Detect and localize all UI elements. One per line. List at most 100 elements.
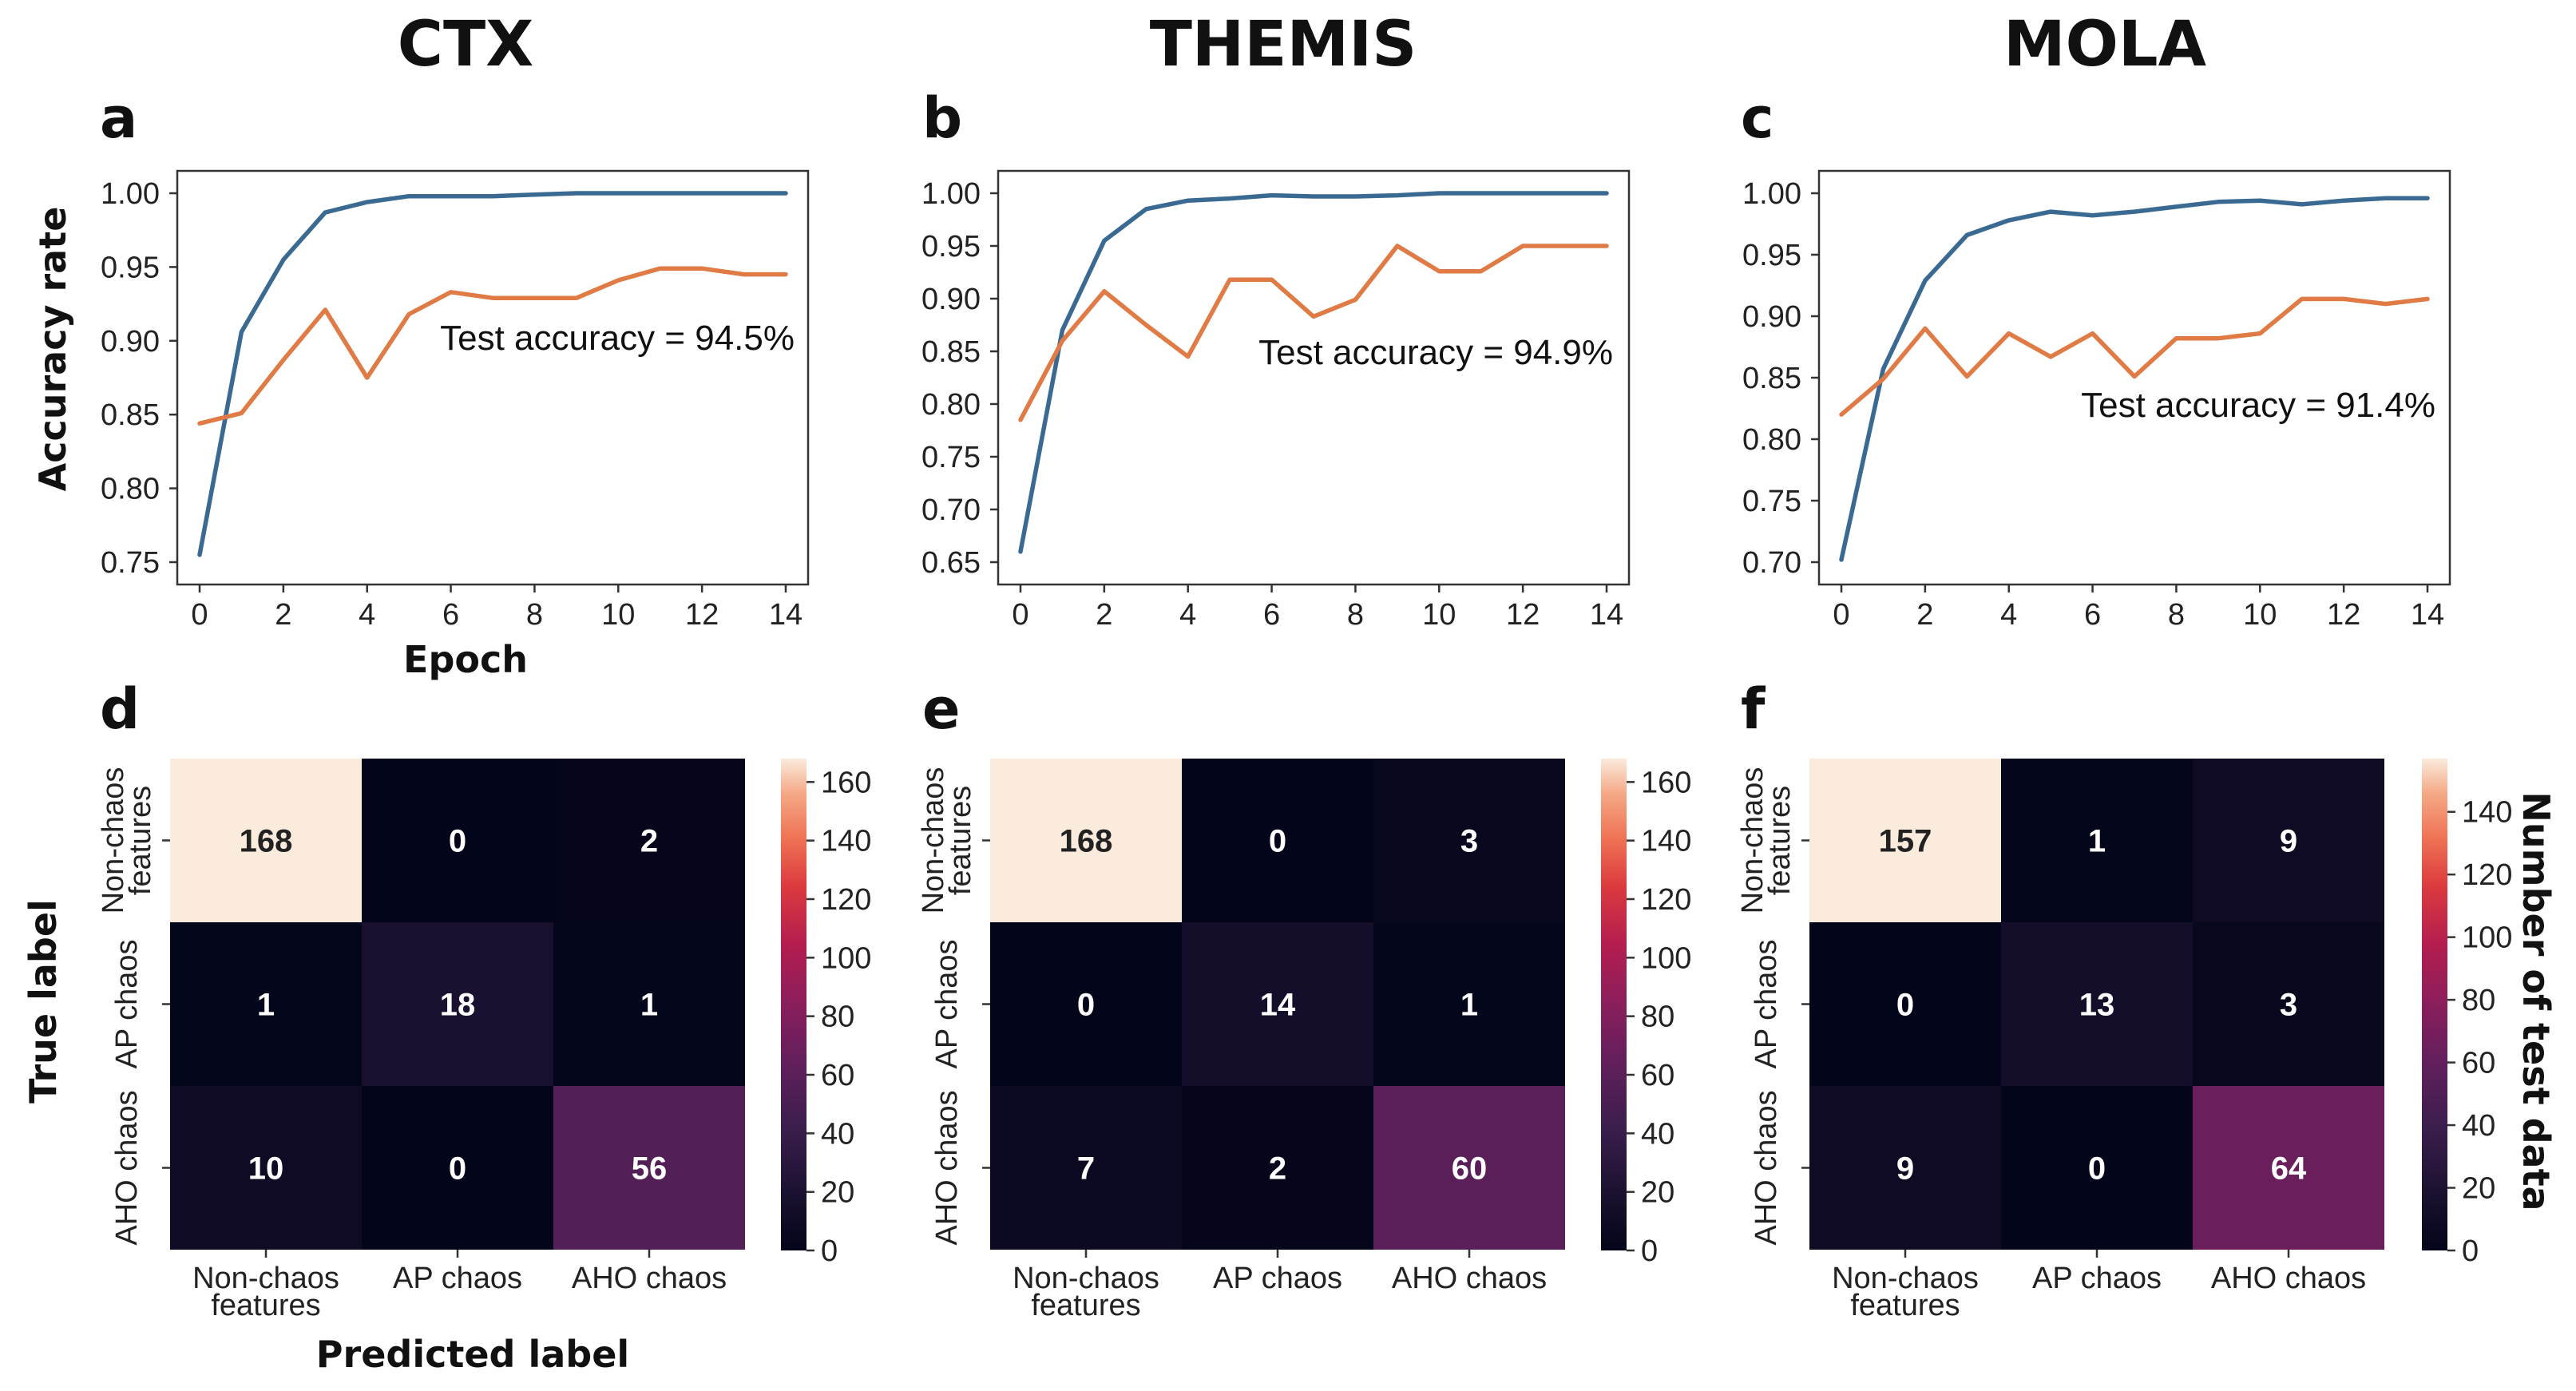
heatmap-value-f-1-2: 3: [2280, 988, 2297, 1023]
colorbar-d: [781, 759, 806, 1250]
cm-x-label-e-0-1: features: [1031, 1289, 1140, 1322]
x-tick-label-b-6: 12: [1506, 598, 1540, 632]
heatmap-value-d-2-2: 56: [632, 1151, 668, 1187]
colorbar-label: Number of test data: [2515, 791, 2558, 1211]
x-tick-label-c-6: 12: [2327, 598, 2360, 632]
colorbar-tick-label-f-1: 20: [2462, 1172, 2495, 1206]
charts-layer: 0 2 4 6 8 10 12 140.750.800.850.900.951.00Test …: [97, 169, 2512, 1322]
train-accuracy-line-c: [1839, 196, 2430, 562]
cm-x-label-f-2-0: AHO chaos: [2211, 1262, 2366, 1295]
heatmap-value-e-1-2: 1: [1460, 988, 1478, 1023]
colorbar-tick-label-f-4: 80: [2462, 984, 2495, 1017]
y-tick-label-c-1: 0.75: [1742, 485, 1801, 518]
cm-y-label-f-2-0: AHO chaos: [1750, 1090, 1783, 1245]
heatmap-value-d-1-1: 18: [440, 988, 476, 1023]
colorbar-e: [1601, 759, 1627, 1250]
y-tick-label-b-1: 0.70: [921, 493, 981, 527]
colorbar-tick-label-d-6: 120: [821, 883, 871, 917]
heatmap-value-f-0-0: 157: [1879, 824, 1932, 859]
train-accuracy-line-b: [1018, 191, 1609, 554]
heatmap-value-e-1-1: 14: [1260, 988, 1296, 1023]
heatmap-value-f-0-2: 9: [2280, 824, 2297, 859]
x-tick-label-b-1: 2: [1096, 598, 1112, 632]
panel-letter-a: a: [100, 85, 137, 151]
heatmap-cell-d-0-2: [553, 759, 745, 922]
y-tick-label-c-6: 1.00: [1742, 177, 1801, 211]
cm-y-label-f-0-1: features: [1763, 786, 1797, 895]
colorbar-tick-label-d-8: 160: [821, 766, 871, 799]
x-tick-label-a-1: 2: [275, 598, 291, 632]
colorbar-tick-label-e-8: 160: [1641, 766, 1691, 799]
cm-x-label-d-0-1: features: [211, 1289, 320, 1322]
colorbar-tick-label-f-2: 40: [2462, 1109, 2495, 1143]
heatmap-value-e-0-2: 3: [1460, 824, 1478, 859]
y-tick-label-b-2: 0.75: [921, 441, 981, 474]
cm-x-label-d-0-0: Non-chaos: [192, 1262, 339, 1295]
colorbar-tick-label-e-4: 80: [1641, 1001, 1674, 1034]
y-tick-label-a-0: 0.75: [101, 546, 160, 580]
heatmap-cell-f-0-2: [2193, 759, 2384, 922]
cm-y-label-e-0-0: Non-chaos: [917, 767, 950, 914]
colorbar-tick-label-d-5: 100: [821, 941, 871, 975]
cm-x-label-d-2-0: AHO chaos: [572, 1262, 727, 1295]
test-accuracy-line-c: [1839, 296, 2430, 417]
y-tick-label-c-4: 0.90: [1742, 300, 1801, 334]
x-tick-label-c-4: 8: [2168, 598, 2185, 632]
y-tick-label-b-5: 0.90: [921, 283, 981, 316]
heatmap-value-d-0-0: 168: [240, 824, 293, 859]
heatmap-value-d-1-2: 1: [640, 988, 658, 1023]
heatmap-value-e-1-0: 0: [1077, 988, 1095, 1023]
cm-x-label-f-0-1: features: [1850, 1289, 1960, 1322]
heatmap-cell-e-0-2: [1373, 759, 1565, 922]
x-tick-label-b-7: 14: [1590, 598, 1623, 632]
x-tick-label-b-3: 6: [1263, 598, 1280, 632]
heatmap-value-e-0-1: 0: [1269, 824, 1286, 859]
y-tick-label-b-7: 1.00: [921, 177, 981, 211]
test-accuracy-line-a: [197, 266, 788, 426]
x-tick-label-c-3: 6: [2084, 598, 2101, 632]
heatmap-cell-d-2-0: [170, 1086, 362, 1250]
column-title-mola: MOLA: [2003, 9, 2206, 81]
colorbar-tick-label-e-3: 60: [1641, 1059, 1674, 1092]
colorbar-tick-label-f-7: 140: [2462, 796, 2512, 830]
x-tick-label-b-0: 0: [1012, 598, 1028, 632]
heatmap-cell-e-0-1: [1182, 759, 1373, 922]
y-tick-label-c-3: 0.85: [1742, 362, 1801, 395]
test-accuracy-annotation-a: Test accuracy = 94.5%: [440, 319, 795, 358]
heatmap-cell-d-1-0: [170, 922, 362, 1086]
x-tick-label-a-6: 12: [685, 598, 719, 632]
cm-x-label-e-1-0: AP chaos: [1213, 1262, 1342, 1295]
x-tick-label-c-0: 0: [1833, 598, 1849, 632]
heatmap-cell-f-0-0: [1809, 759, 2001, 922]
x-tick-label-c-1: 2: [1916, 598, 1933, 632]
x-tick-label-a-0: 0: [191, 598, 208, 632]
colorbar-f: [2422, 759, 2447, 1250]
x-tick-label-c-5: 10: [2243, 598, 2277, 632]
column-title-themis: THEMIS: [1150, 9, 1417, 81]
cm-x-label-d-1-0: AP chaos: [393, 1262, 522, 1295]
y-tick-label-b-3: 0.80: [921, 388, 981, 422]
heatmap-value-d-0-2: 2: [640, 824, 658, 859]
panel-letter-e: e: [922, 676, 960, 742]
y-tick-label-a-1: 0.80: [101, 473, 160, 506]
colorbar-tick-label-e-1: 20: [1641, 1176, 1674, 1210]
cm-y-label-e-1-0: AP chaos: [930, 940, 964, 1069]
heatmap-value-e-2-2: 60: [1452, 1151, 1488, 1187]
colorbar-tick-label-f-0: 0: [2462, 1234, 2479, 1268]
colorbar-tick-label-e-6: 120: [1641, 883, 1691, 917]
cm-x-label-e-0-0: Non-chaos: [1013, 1262, 1159, 1295]
plot-frame-a: [176, 169, 810, 586]
heatmap-cell-f-1-0: [1809, 922, 2001, 1086]
y-tick-label-a-5: 1.00: [101, 177, 160, 211]
cm-y-label-d-0-0: Non-chaos: [97, 767, 130, 914]
panel-letter-c: c: [1741, 85, 1774, 151]
train-accuracy-line-a: [197, 191, 788, 557]
heatmap-value-d-1-0: 1: [257, 988, 275, 1023]
heatmap-cell-d-0-0: [170, 759, 362, 922]
heatmap-value-f-0-1: 1: [2088, 824, 2106, 859]
heatmap-cell-d-1-2: [553, 922, 745, 1086]
heatmap-cell-e-2-0: [990, 1086, 1182, 1250]
y-tick-label-b-4: 0.85: [921, 335, 981, 369]
cm-y-label-f-0-0: Non-chaos: [1736, 767, 1770, 914]
